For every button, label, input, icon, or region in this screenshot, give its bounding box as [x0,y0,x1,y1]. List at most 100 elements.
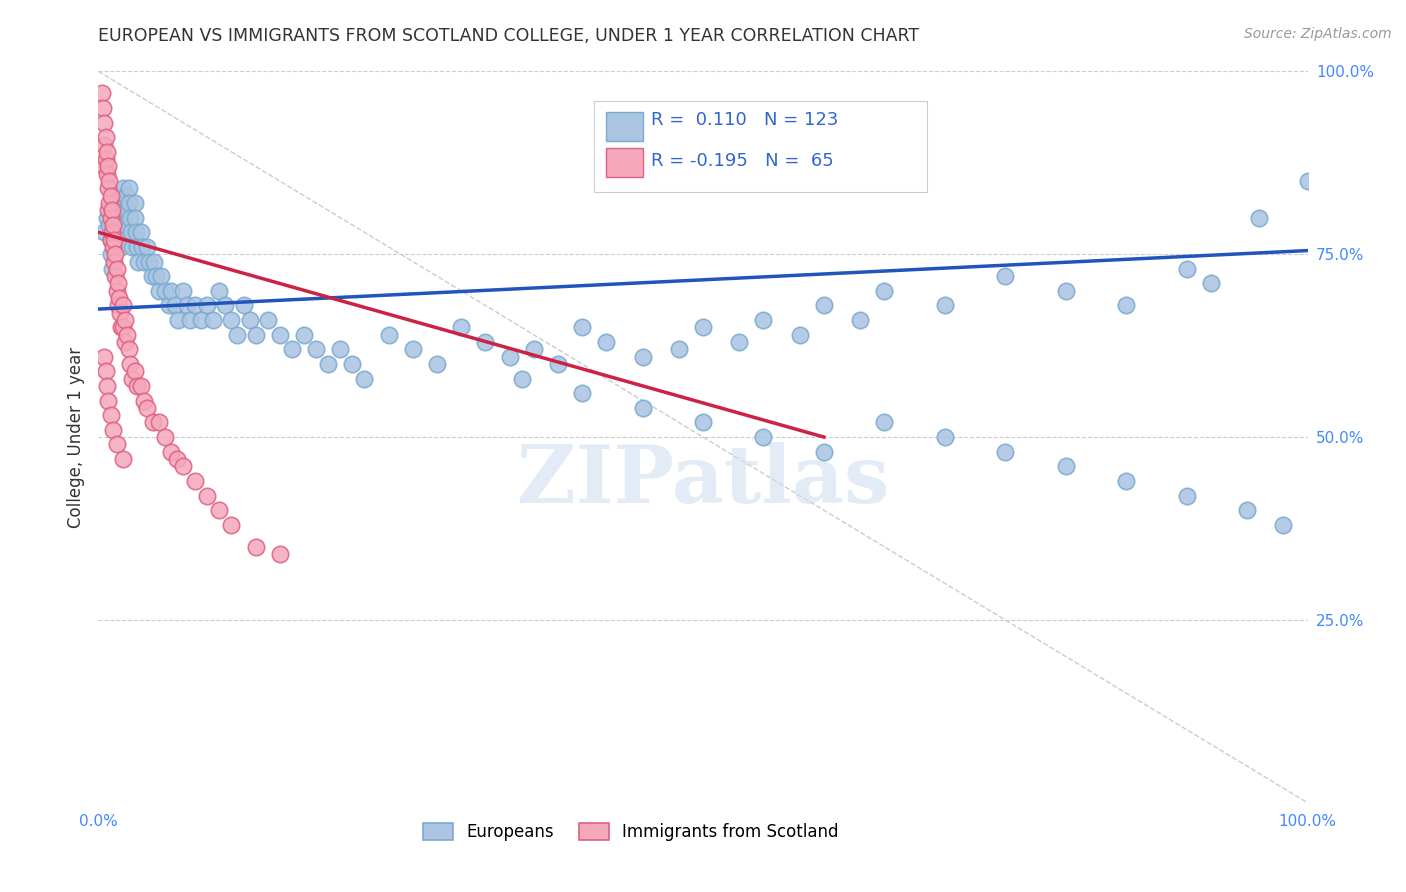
Point [118,196,141,211]
Point [1249,211,1271,225]
Point [256,313,278,327]
Text: ZIPatlas: ZIPatlas [517,442,889,520]
Point [104,225,127,239]
Point [813,444,835,458]
Point [668,343,690,357]
Text: R =  0.110   N = 123: R = 0.110 N = 123 [651,112,838,129]
Point [160,444,183,458]
Point [103,254,125,268]
FancyBboxPatch shape [606,112,643,141]
Point [115,188,138,202]
Point [329,343,352,357]
Point [148,416,170,430]
Point [100,225,122,239]
Point [1054,459,1077,474]
Point [692,416,714,430]
Point [245,327,267,342]
Point [281,343,304,357]
Text: R = -0.195   N =  65: R = -0.195 N = 65 [651,153,834,170]
Point [1175,261,1198,276]
Point [121,371,143,385]
Point [97,181,120,195]
Point [108,306,131,320]
Point [994,269,1017,284]
FancyBboxPatch shape [595,101,927,192]
Point [813,298,835,312]
Point [93,115,115,129]
Point [112,225,135,239]
Point [120,225,142,239]
Point [93,137,115,152]
Point [342,357,364,371]
Point [353,371,375,385]
Point [94,152,117,166]
FancyBboxPatch shape [606,148,643,178]
Point [450,320,472,334]
Point [148,284,170,298]
Point [202,313,225,327]
Point [108,211,131,225]
Point [134,393,156,408]
Point [100,203,122,218]
Legend: Europeans, Immigrants from Scotland: Europeans, Immigrants from Scotland [415,814,846,849]
Point [402,343,425,357]
Point [789,327,811,342]
Point [873,416,896,430]
Point [107,218,129,232]
Point [105,437,128,451]
Point [523,343,546,357]
Point [135,401,157,415]
Point [1296,174,1319,188]
Point [232,298,254,312]
Point [97,160,120,174]
Point [190,313,212,327]
Point [474,334,496,349]
Point [104,269,127,284]
Y-axis label: College, Under 1 year: College, Under 1 year [66,346,84,528]
Point [226,327,249,342]
Point [94,130,117,145]
Point [100,233,122,247]
Point [571,386,593,401]
Point [292,327,315,342]
Point [129,225,152,239]
Point [160,284,183,298]
Point [98,196,121,211]
Point [118,357,141,371]
Point [111,196,134,211]
Point [101,240,124,254]
Text: EUROPEAN VS IMMIGRANTS FROM SCOTLAND COLLEGE, UNDER 1 YEAR CORRELATION CHART: EUROPEAN VS IMMIGRANTS FROM SCOTLAND COL… [98,27,920,45]
Point [184,298,207,312]
Point [1115,474,1137,488]
Point [692,320,714,334]
Point [994,444,1017,458]
Point [125,225,148,239]
Point [176,298,198,312]
Point [97,203,120,218]
Point [849,313,872,327]
Point [752,430,775,444]
Point [208,284,231,298]
Point [91,101,114,115]
Point [131,240,153,254]
Point [752,313,775,327]
Point [111,211,134,225]
Point [100,211,122,225]
Point [873,284,896,298]
Point [127,254,149,268]
Point [1199,277,1222,291]
Point [305,343,328,357]
Point [127,240,149,254]
Point [728,334,751,349]
Point [96,379,118,393]
Point [105,188,128,202]
Point [498,350,520,364]
Point [93,225,115,239]
Point [93,350,115,364]
Point [138,254,160,268]
Point [1236,503,1258,517]
Point [150,269,173,284]
Point [101,423,124,437]
Point [100,261,122,276]
Point [114,218,136,232]
